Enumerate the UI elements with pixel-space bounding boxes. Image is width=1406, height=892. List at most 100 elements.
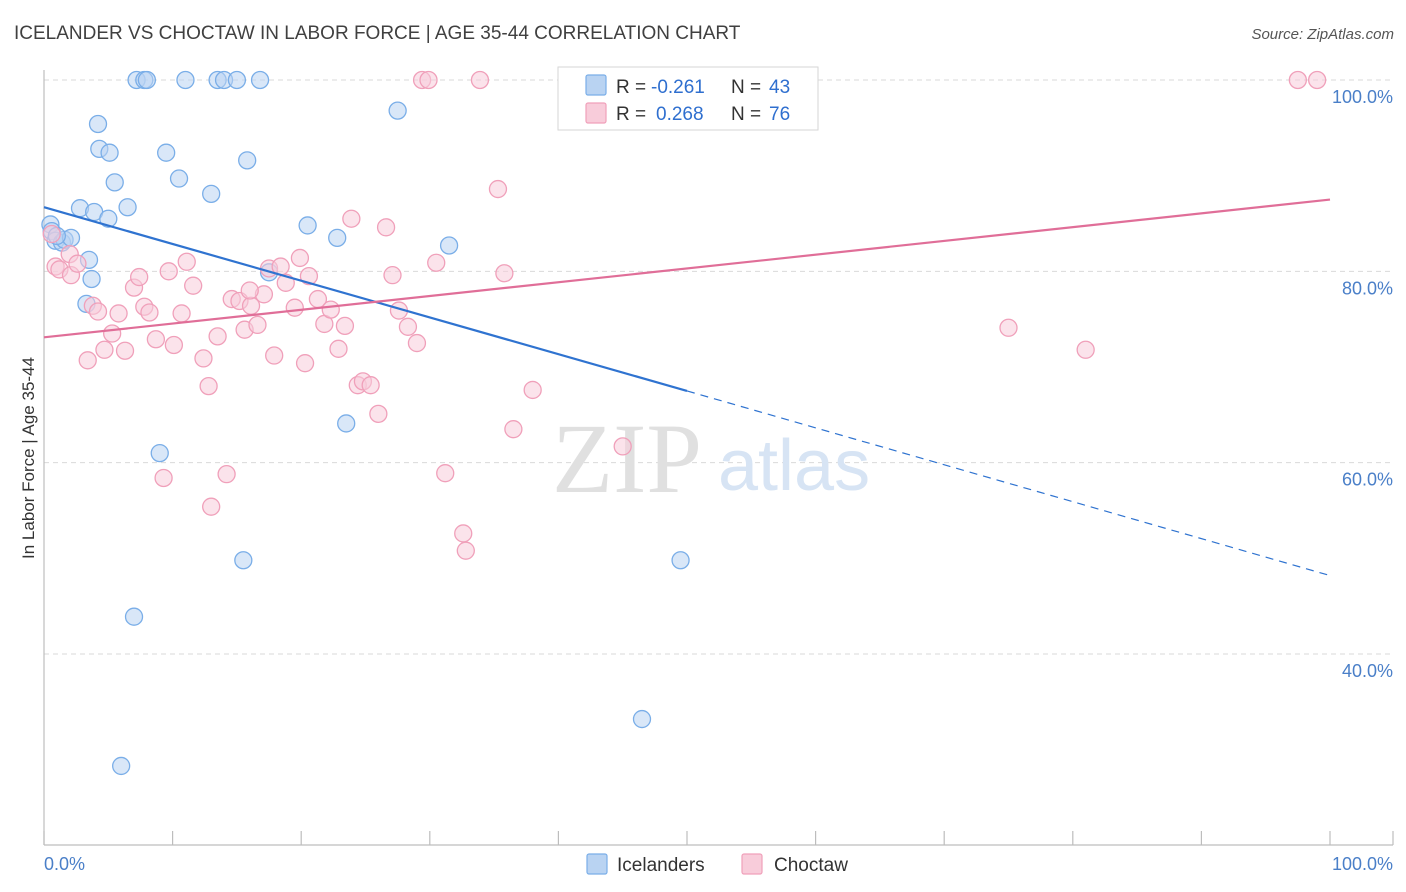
icelanders-point-23	[157, 143, 176, 162]
choctaw-point-41	[295, 354, 315, 373]
choctaw-point-22	[177, 252, 196, 271]
choctaw-point-54	[383, 266, 402, 285]
legend-bottom-icelanders-swatch	[586, 853, 608, 875]
icelanders-point-38	[439, 236, 459, 255]
watermark-zip: ZIP	[552, 403, 702, 514]
choctaw-point-23	[184, 276, 203, 295]
choctaw-point-47	[335, 316, 355, 336]
icelanders-point-25	[176, 70, 195, 90]
icelanders-point-22	[150, 443, 169, 463]
choctaw-point-0	[42, 224, 61, 244]
choctaw-point-67	[504, 420, 523, 439]
icelanders-point-12	[88, 114, 108, 134]
choctaw-point-51	[361, 376, 380, 395]
choctaw-point-14	[130, 267, 149, 287]
choctaw-point-42	[299, 266, 319, 286]
legend-bottom-choctaw-swatch	[741, 853, 763, 875]
choctaw-point-53	[376, 218, 396, 237]
legend-series: Icelanders Choctaw	[586, 853, 848, 876]
choctaw-point-11	[109, 304, 128, 323]
icelanders-point-13	[99, 209, 118, 228]
choctaw-point-65	[488, 179, 508, 199]
legend-choctaw-n-value: 76	[769, 104, 790, 125]
choctaw-point-72	[1076, 340, 1095, 359]
choctaw-point-75	[240, 281, 259, 300]
y-tick-label-1: 80.0%	[1342, 278, 1393, 298]
y-tick-labels: 100.0% 80.0% 60.0% 40.0%	[1332, 87, 1393, 681]
x-tick-label-0: 0.0%	[44, 854, 85, 874]
legend-choctaw-n-label: N =	[731, 104, 761, 125]
watermark: ZIP atlas	[552, 403, 870, 514]
icelanders-point-14	[100, 143, 119, 162]
choctaw-point-27	[208, 327, 227, 346]
icelanders-point-35	[328, 228, 347, 248]
choctaw-point-64	[470, 70, 490, 90]
legend-icelanders-r-label: R =	[616, 77, 646, 98]
icelanders-point-40	[632, 709, 652, 729]
icelanders-point-21	[137, 70, 157, 90]
choctaw-point-24	[194, 349, 213, 368]
choctaw-point-63	[456, 541, 475, 560]
choctaw-point-10	[103, 324, 122, 343]
choctaw-point-73	[1288, 70, 1307, 90]
choctaw-point-8	[88, 302, 108, 321]
legend-choctaw-r-label: R =	[616, 104, 646, 125]
icelanders-point-16	[112, 756, 131, 776]
choctaw-point-28	[217, 464, 236, 484]
choctaw-point-16	[140, 303, 159, 322]
legend-icelanders-n-label: N =	[731, 77, 761, 98]
icelanders-point-18	[124, 607, 144, 626]
choctaw-point-21	[172, 304, 191, 323]
choctaw-point-40	[290, 248, 310, 268]
choctaw-point-17	[146, 330, 166, 349]
icelanders-point-31	[238, 151, 257, 170]
legend-bottom-choctaw-label: Choctaw	[774, 855, 848, 876]
icelanders-point-24	[169, 169, 189, 188]
choctaw-point-25	[199, 376, 218, 396]
choctaw-point-5	[68, 254, 87, 273]
choctaw-point-59	[419, 70, 438, 90]
choctaw-point-60	[427, 253, 446, 272]
choctaw-point-33	[248, 315, 267, 335]
choctaw-point-62	[454, 524, 473, 543]
choctaw-point-6	[78, 351, 97, 370]
icelanders-point-41	[671, 551, 690, 570]
legend-icelanders-n-value: 43	[769, 77, 790, 98]
legend-bottom-icelanders-label: Icelanders	[617, 855, 705, 876]
x-tick-marks	[43, 831, 1394, 845]
icelanders-point-17	[118, 198, 137, 217]
x-tick-labels: 0.0% 100.0%	[44, 854, 1393, 874]
legend-stats: R = -0.261 N = 43 R = 0.268 N = 76	[557, 66, 819, 131]
choctaw-point-12	[115, 341, 135, 360]
legend-choctaw-r-value: 0.268	[656, 104, 704, 125]
choctaw-point-20	[164, 335, 184, 355]
choctaw-point-26	[202, 497, 221, 516]
chart-title: ICELANDER VS CHOCTAW IN LABOR FORCE | AG…	[14, 23, 741, 44]
choctaw-point-74	[1307, 70, 1327, 90]
trend-lines	[43, 198, 1331, 577]
legend-icelanders-swatch	[585, 74, 607, 96]
choctaw-point-19	[159, 262, 178, 281]
y-tick-label-2: 60.0%	[1342, 470, 1393, 490]
icelanders-point-37	[388, 101, 407, 120]
icelanders-point-34	[298, 216, 317, 235]
legend-choctaw-swatch	[585, 102, 607, 124]
data-points	[41, 70, 1327, 776]
watermark-atlas: atlas	[718, 426, 870, 506]
choctaw-point-69	[613, 437, 632, 456]
choctaw-point-66	[495, 264, 514, 283]
choctaw-point-48	[342, 209, 361, 228]
choctaw-point-61	[436, 464, 455, 483]
icelanders-point-15	[105, 173, 124, 192]
choctaw-point-57	[407, 333, 427, 353]
icelanders-point-32	[250, 70, 270, 90]
choctaw-point-9	[95, 340, 114, 359]
choctaw-point-68	[523, 380, 542, 400]
y-tick-label-0: 100.0%	[1332, 87, 1393, 107]
choctaw-point-46	[329, 339, 348, 358]
choctaw-point-39	[285, 298, 304, 317]
y-tick-label-3: 40.0%	[1342, 661, 1393, 681]
choctaw-point-71	[999, 318, 1018, 337]
choctaw-trend-line	[43, 198, 1331, 339]
